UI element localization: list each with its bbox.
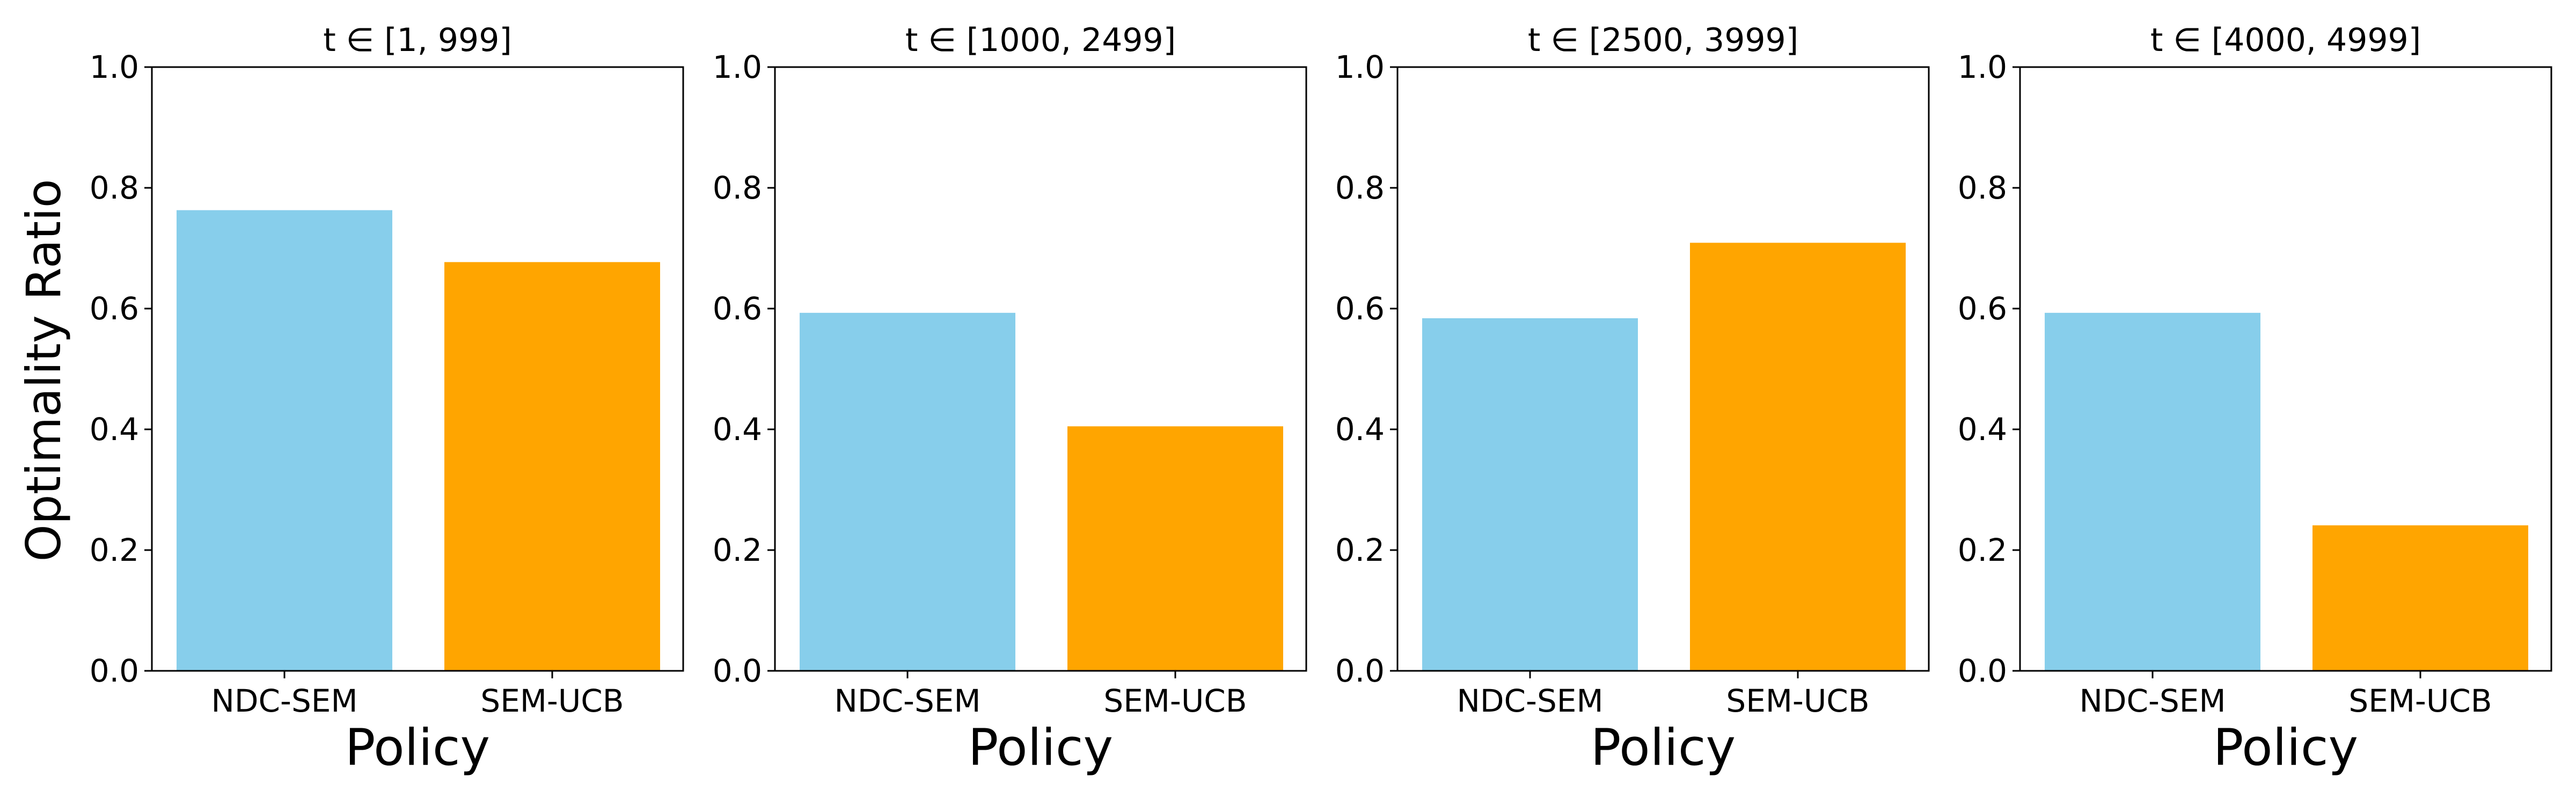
y-tick-label: 0.8 <box>713 170 762 206</box>
y-tick-label: 0.2 <box>713 532 762 568</box>
chart-panel-4: 0.0 0.2 0.4 0.6 0.8 1.0 NDC-SEM SEM-UCB t ∈ [400… <box>1958 21 2552 777</box>
y-axis-label: Optimality Ratio <box>16 179 71 561</box>
y-tick-label: 1.0 <box>1958 49 2007 85</box>
y-tick-label: 1.0 <box>713 49 762 85</box>
y-tick-label: 0.0 <box>713 653 762 689</box>
chart-title: t ∈ [4000, 4999] <box>2150 21 2421 59</box>
chart-title: t ∈ [1000, 2499] <box>905 21 1176 59</box>
x-tick-label: SEM-UCB <box>1726 683 1869 719</box>
chart-title: t ∈ [1, 999] <box>323 21 512 59</box>
x-axis-label: Policy <box>345 719 490 777</box>
y-tick-label: 0.0 <box>1958 653 2007 689</box>
x-tick-label: SEM-UCB <box>480 683 624 719</box>
y-tick-label: 1.0 <box>90 49 139 85</box>
x-tick-label: SEM-UCB <box>1103 683 1247 719</box>
y-tick-label: 0.8 <box>1958 170 2007 206</box>
bar-ndc-sem <box>177 210 392 671</box>
x-tick-label: NDC-SEM <box>835 683 981 719</box>
bar-sem-ucb <box>2312 525 2528 671</box>
y-tick-label: 0.8 <box>90 170 139 206</box>
plot-frame <box>774 66 1307 672</box>
chart-panel-2: 0.0 0.2 0.4 0.6 0.8 1.0 NDC-SEM SEM-UCB t ∈ [100… <box>713 21 1307 777</box>
x-tick-label: SEM-UCB <box>2348 683 2492 719</box>
x-axis-label: Policy <box>968 719 1113 777</box>
y-tick-label: 0.4 <box>713 411 762 448</box>
bar-sem-ucb <box>444 262 660 671</box>
y-tick-label: 0.2 <box>1335 532 1385 568</box>
bar-ndc-sem <box>2045 312 2260 671</box>
chart-title: t ∈ [2500, 3999] <box>1528 21 1798 59</box>
plot-frame <box>151 66 684 672</box>
plot-frame <box>2019 66 2552 672</box>
y-tick-label: 1.0 <box>1335 49 1385 85</box>
x-axis-label: Policy <box>1591 719 1736 777</box>
bar-ndc-sem <box>800 312 1015 671</box>
y-tick-label: 0.2 <box>90 532 139 568</box>
bar-sem-ucb <box>1067 426 1283 671</box>
x-axis-label: Policy <box>2213 719 2358 777</box>
plot-frame <box>1396 66 1930 672</box>
y-tick-label: 0.0 <box>1335 653 1385 689</box>
y-tick-label: 0.0 <box>90 653 139 689</box>
chart-panel-1: 0.0 0.2 0.4 0.6 0.8 1.0 NDC-SEM SEM-UCB t ∈ [1, … <box>90 21 684 777</box>
x-tick-label: NDC-SEM <box>211 683 358 719</box>
y-tick-label: 0.4 <box>1335 411 1385 448</box>
y-tick-label: 0.6 <box>713 290 762 327</box>
x-tick-label: NDC-SEM <box>1457 683 1604 719</box>
bar-ndc-sem <box>1422 318 1638 671</box>
chart-panel-3: 0.0 0.2 0.4 0.6 0.8 1.0 NDC-SEM SEM-UCB t ∈ [250… <box>1335 21 1930 777</box>
y-tick-label: 0.4 <box>1958 411 2007 448</box>
bar-sem-ucb <box>1690 243 1906 671</box>
y-tick-label: 0.2 <box>1958 532 2007 568</box>
x-tick-label: NDC-SEM <box>2080 683 2226 719</box>
y-tick-label: 0.4 <box>90 411 139 448</box>
y-tick-label: 0.6 <box>1335 290 1385 327</box>
y-tick-label: 0.6 <box>1958 290 2007 327</box>
y-tick-label: 0.6 <box>90 290 139 327</box>
y-tick-label: 0.8 <box>1335 170 1385 206</box>
